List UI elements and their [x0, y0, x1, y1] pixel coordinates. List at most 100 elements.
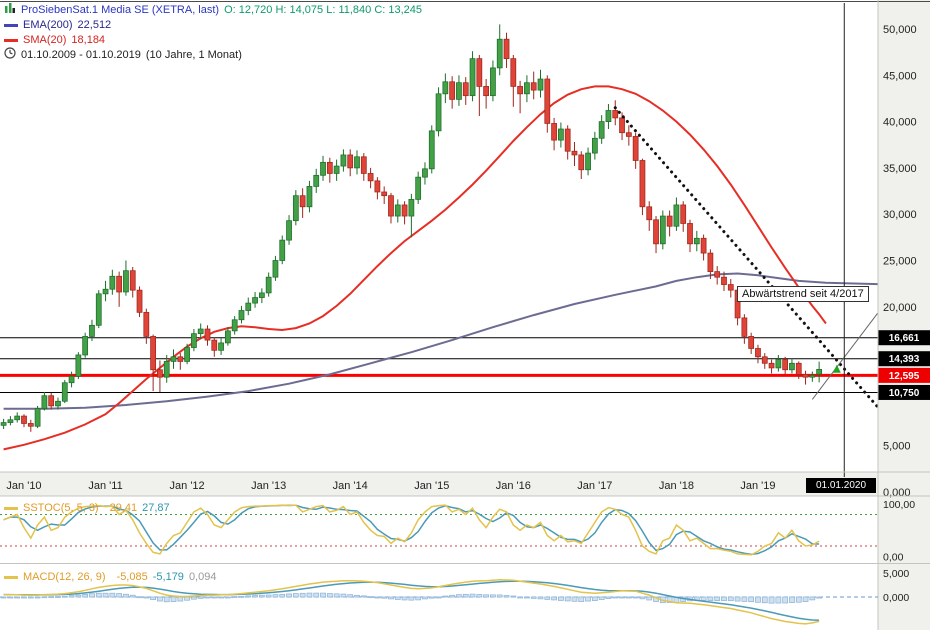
sstoc-k-value: 29,41	[109, 502, 138, 514]
sma-legend-row[interactable]: SMA(20) 18,184	[4, 33, 422, 48]
macd-legend[interactable]: MACD(12, 26, 9) -5,085 -5,179 0,094	[4, 570, 216, 585]
macd-label: MACD(12, 26, 9)	[23, 571, 106, 583]
svg-text:50,000: 50,000	[883, 24, 917, 36]
downtrend-line	[613, 106, 880, 409]
candle	[401, 204, 408, 217]
candle	[177, 356, 184, 362]
candle	[469, 58, 476, 97]
candle	[367, 173, 374, 182]
svg-text:Jan '19: Jan '19	[740, 480, 775, 492]
candle	[551, 123, 557, 141]
main-legend: ProSiebenSat.1 Media SE (XETRA, last) O:…	[4, 3, 422, 63]
candle	[211, 339, 218, 351]
ema-swatch-icon	[4, 24, 18, 27]
uptrend-line	[811, 312, 878, 400]
candle	[415, 176, 422, 200]
macd-swatch-icon	[4, 576, 18, 579]
candle	[292, 195, 299, 222]
candle	[41, 395, 48, 410]
x-axis-labels: Jan '10 Jan '11 Jan '12 Jan '13 Jan '14 Jan '…	[6, 480, 775, 492]
sma-value: 18,184	[71, 34, 106, 46]
candle	[204, 328, 211, 341]
sstoc-swatch-icon	[4, 507, 18, 510]
candle	[653, 219, 659, 245]
instrument-icon	[4, 2, 16, 19]
svg-text:0,00: 0,00	[883, 552, 904, 564]
candle	[755, 348, 761, 358]
ema-label: EMA(200)	[23, 19, 73, 31]
svg-text:Jan '12: Jan '12	[170, 480, 205, 492]
macd-hist-value: 0,094	[188, 571, 217, 583]
trendlines	[613, 106, 880, 409]
ohlc-readout: O: 12,720 H: 14,075 L: 11,840 C: 13,245	[224, 4, 423, 16]
candle	[225, 330, 231, 344]
candle	[598, 121, 605, 139]
sstoc-label: SSTOC(5, 5, 3)	[23, 502, 99, 514]
ema-legend-row[interactable]: EMA(200) 22,512	[4, 18, 422, 33]
price-axis-labels: 50,000 45,000 40,000 35,000 30,000 25,000 20,0…	[883, 24, 917, 499]
svg-text:Jan '15: Jan '15	[414, 480, 449, 492]
candle	[381, 191, 388, 197]
range-label: 01.10.2009 - 01.10.2019	[21, 49, 141, 61]
sstoc-legend[interactable]: SSTOC(5, 5, 3) 29,41 27,87	[4, 501, 170, 516]
macd-signal-line	[3, 580, 820, 622]
candle	[129, 270, 136, 291]
candle	[700, 237, 707, 254]
candle	[184, 347, 190, 362]
candle	[326, 161, 333, 174]
candle	[673, 204, 680, 227]
candle	[625, 132, 632, 137]
candle	[422, 168, 428, 178]
candle	[265, 276, 272, 294]
candle	[68, 375, 75, 384]
candle	[82, 336, 89, 356]
candle	[21, 415, 27, 424]
svg-text:14,393: 14,393	[889, 354, 920, 365]
svg-text:16,661: 16,661	[889, 333, 920, 344]
candle	[347, 154, 354, 169]
price-box	[878, 351, 930, 367]
candle	[768, 362, 775, 369]
candle	[394, 204, 401, 217]
downtrend-annotation-label[interactable]: Abwärtstrend seit 4/2017	[737, 286, 869, 302]
candle	[802, 374, 809, 378]
candle	[442, 81, 449, 95]
candle	[496, 38, 503, 69]
candle	[320, 161, 326, 176]
instrument-row[interactable]: ProSiebenSat.1 Media SE (XETRA, last) O:…	[4, 3, 422, 18]
candle	[191, 333, 197, 348]
candle	[123, 270, 129, 293]
candle	[170, 356, 177, 362]
candle	[313, 174, 320, 187]
sstoc-k-line	[3, 504, 820, 556]
candle	[388, 195, 394, 217]
candle	[116, 275, 123, 293]
candle	[61, 382, 68, 402]
candle	[306, 186, 313, 208]
candle	[218, 342, 224, 351]
range-row[interactable]: 01.10.2009 - 01.10.2019 (10 Jahre, 1 Mon…	[4, 47, 422, 64]
candle	[558, 128, 564, 141]
clock-icon	[4, 47, 16, 64]
candle	[605, 110, 612, 122]
candle	[687, 223, 693, 245]
candle	[517, 86, 523, 95]
candle	[279, 239, 286, 261]
svg-text:100,00: 100,00	[883, 499, 915, 511]
svg-text:45,000: 45,000	[883, 70, 917, 82]
candle	[775, 359, 782, 369]
candle	[530, 82, 537, 91]
candle	[231, 319, 238, 332]
candle	[693, 237, 700, 245]
candle	[585, 152, 591, 171]
candle	[782, 359, 789, 371]
candle	[136, 289, 143, 313]
candle	[490, 67, 496, 97]
sma-line	[3, 85, 827, 451]
candle	[299, 195, 306, 208]
candle	[503, 38, 510, 60]
svg-text:Jan '17: Jan '17	[577, 480, 612, 492]
price-box	[878, 384, 930, 400]
